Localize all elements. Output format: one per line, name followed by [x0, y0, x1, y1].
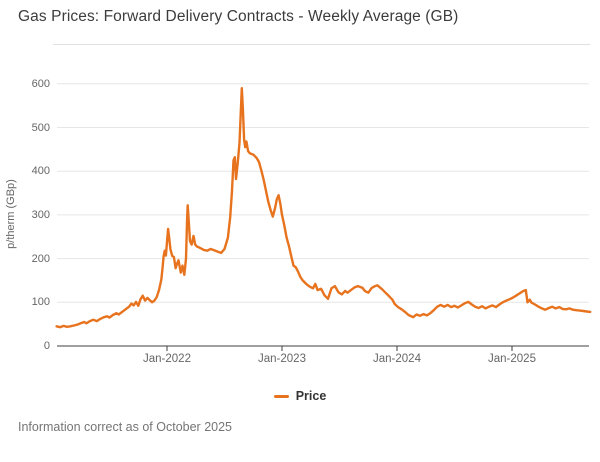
x-tick-label: Jan-2022	[143, 353, 191, 365]
y-tick-label: 200	[31, 252, 50, 265]
legend-line-swatch-icon	[273, 394, 289, 398]
legend-item-price[interactable]: Price	[0, 387, 600, 405]
y-tick-label: 300	[31, 208, 50, 221]
x-tick-label: Jan-2024	[373, 353, 421, 365]
y-tick-label: 400	[31, 165, 50, 178]
legend-label: Price	[295, 389, 327, 403]
y-tick-label: 600	[31, 77, 50, 90]
x-tick-label: Jan-2025	[488, 353, 536, 365]
x-tick-label: Jan-2023	[258, 353, 306, 365]
price-line-series[interactable]	[55, 86, 592, 329]
y-tick-label: 0	[43, 340, 50, 352]
y-tick-label: 500	[31, 121, 50, 134]
page-title: Gas Prices: Forward Delivery Contracts -…	[18, 8, 459, 25]
footer-note: Information correct as of October 2025	[18, 420, 232, 434]
title-divider	[53, 44, 590, 45]
y-tick-label: 100	[31, 296, 50, 309]
